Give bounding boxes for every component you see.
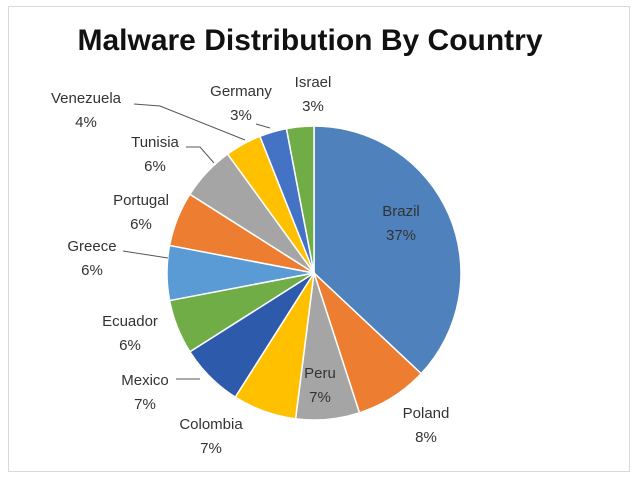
slice-label-germany: Germany [210,83,272,100]
slice-label-colombia: Colombia [179,416,243,433]
chart-title: Malware Distribution By Country [77,24,542,57]
slice-label-mexico: Mexico [121,372,169,389]
pie-slices [166,125,462,421]
slice-label-portugal: Portugal [113,192,169,209]
slice-percent-colombia: 7% [200,440,222,457]
slice-percent-poland: 8% [415,429,437,446]
slice-percent-tunisia: 6% [144,158,166,175]
slice-israel [285,125,315,274]
slice-percent-venezuela: 4% [75,114,97,131]
slice-percent-brazil: 37% [386,227,416,244]
leader-lines [122,103,271,380]
slice-label-tunisia: Tunisia [131,134,179,151]
leader-line-tunisia [186,146,215,164]
slice-percent-germany: 3% [230,107,252,124]
leader-line-venezuela [133,103,246,141]
leader-line-germany [255,123,271,129]
slice-label-brazil: Brazil [382,203,420,220]
slice-label-peru: Peru [304,365,336,382]
slice-percent-peru: 7% [309,389,331,406]
slice-percent-israel: 3% [302,98,324,115]
slice-label-greece: Greece [67,238,116,255]
slice-label-ecuador: Ecuador [102,313,158,330]
slice-brazil [313,125,462,375]
slice-labels: Brazil 37% Poland 8% Peru 7% Colombia 7% Mexico 7… [51,74,449,457]
slice-percent-portugal: 6% [130,216,152,233]
slice-percent-greece: 6% [81,262,103,279]
slice-label-venezuela: Venezuela [51,90,122,107]
leader-line-greece [122,250,169,259]
slice-label-poland: Poland [403,405,450,422]
slice-label-israel: Israel [295,74,332,91]
slice-percent-ecuador: 6% [119,337,141,354]
slice-percent-mexico: 7% [134,396,156,413]
